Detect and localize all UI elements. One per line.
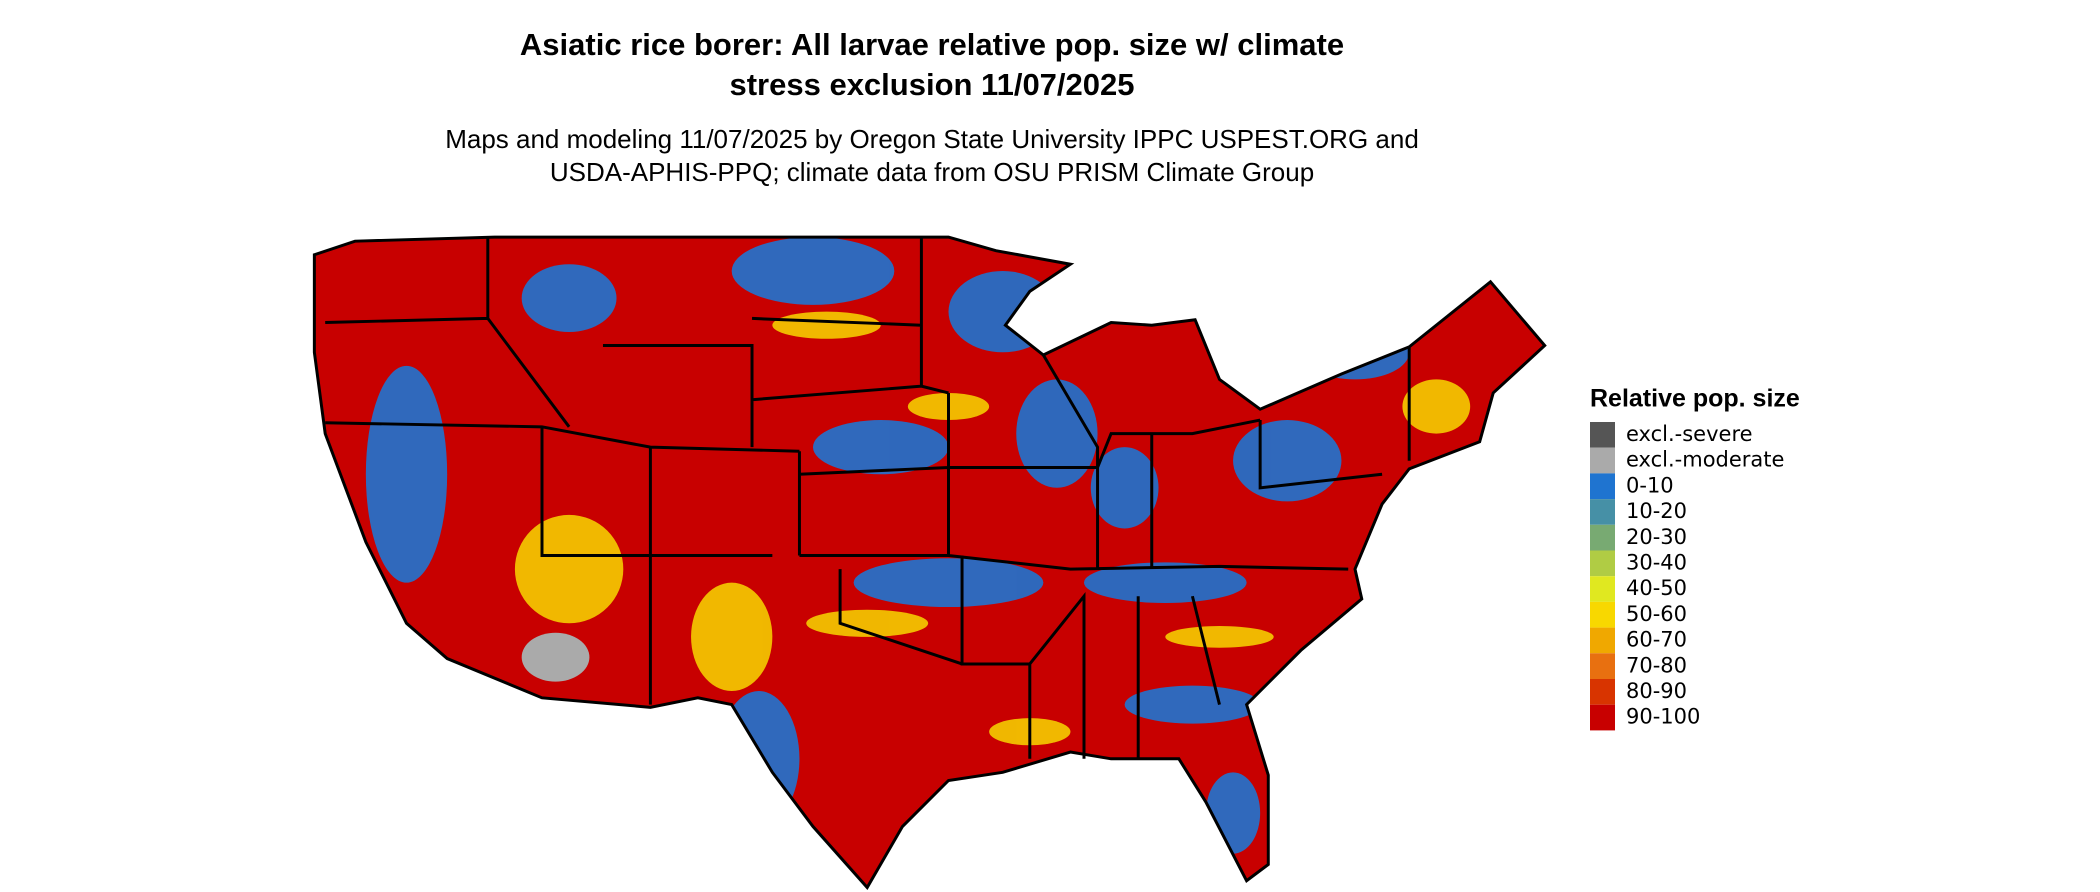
legend-label: 90-100	[1626, 705, 1700, 729]
legend-swatch	[1590, 601, 1615, 628]
legend-swatch	[1590, 447, 1615, 474]
legend-title: Relative pop. size	[1590, 385, 1800, 413]
legend-swatch	[1590, 627, 1615, 654]
legend-label: 30-40	[1626, 551, 1687, 575]
legend-swatch	[1590, 422, 1615, 448]
state-lines	[325, 237, 1411, 759]
legend-swatch	[1590, 704, 1615, 731]
subtitle: USDA-APHIS-PPQ; climate data from OSU PR…	[550, 157, 1314, 187]
legend-swatch	[1590, 524, 1615, 551]
legend-swatch	[1590, 550, 1615, 577]
legend-swatch	[1590, 499, 1615, 525]
title: stress exclusion 11/07/2025	[729, 67, 1134, 102]
legend-swatch	[1590, 473, 1615, 500]
legend-swatch	[1590, 653, 1615, 679]
title: Asiatic rice borer: All larvae relative …	[520, 27, 1344, 62]
map	[312, 235, 1547, 891]
legend-label: excl.-severe	[1626, 422, 1753, 446]
legend-swatch	[1590, 576, 1615, 602]
legend-swatch	[1590, 679, 1615, 705]
legend-label: 80-90	[1626, 679, 1687, 703]
region-excluded	[521, 632, 590, 682]
legend-label: 40-50	[1626, 576, 1687, 600]
legend-label: 0-10	[1626, 473, 1674, 497]
legend-label: 60-70	[1626, 628, 1687, 652]
legend-label: 20-30	[1626, 525, 1687, 549]
legend-label: excl.-moderate	[1626, 448, 1784, 472]
legend-label: 70-80	[1626, 653, 1687, 677]
legend: excl.-severeexcl.-moderate0-1010-2020-30…	[1590, 422, 1784, 731]
subtitle: Maps and modeling 11/07/2025 by Oregon S…	[445, 124, 1419, 154]
legend-label: 50-60	[1626, 602, 1687, 626]
legend-label: 10-20	[1626, 499, 1687, 523]
